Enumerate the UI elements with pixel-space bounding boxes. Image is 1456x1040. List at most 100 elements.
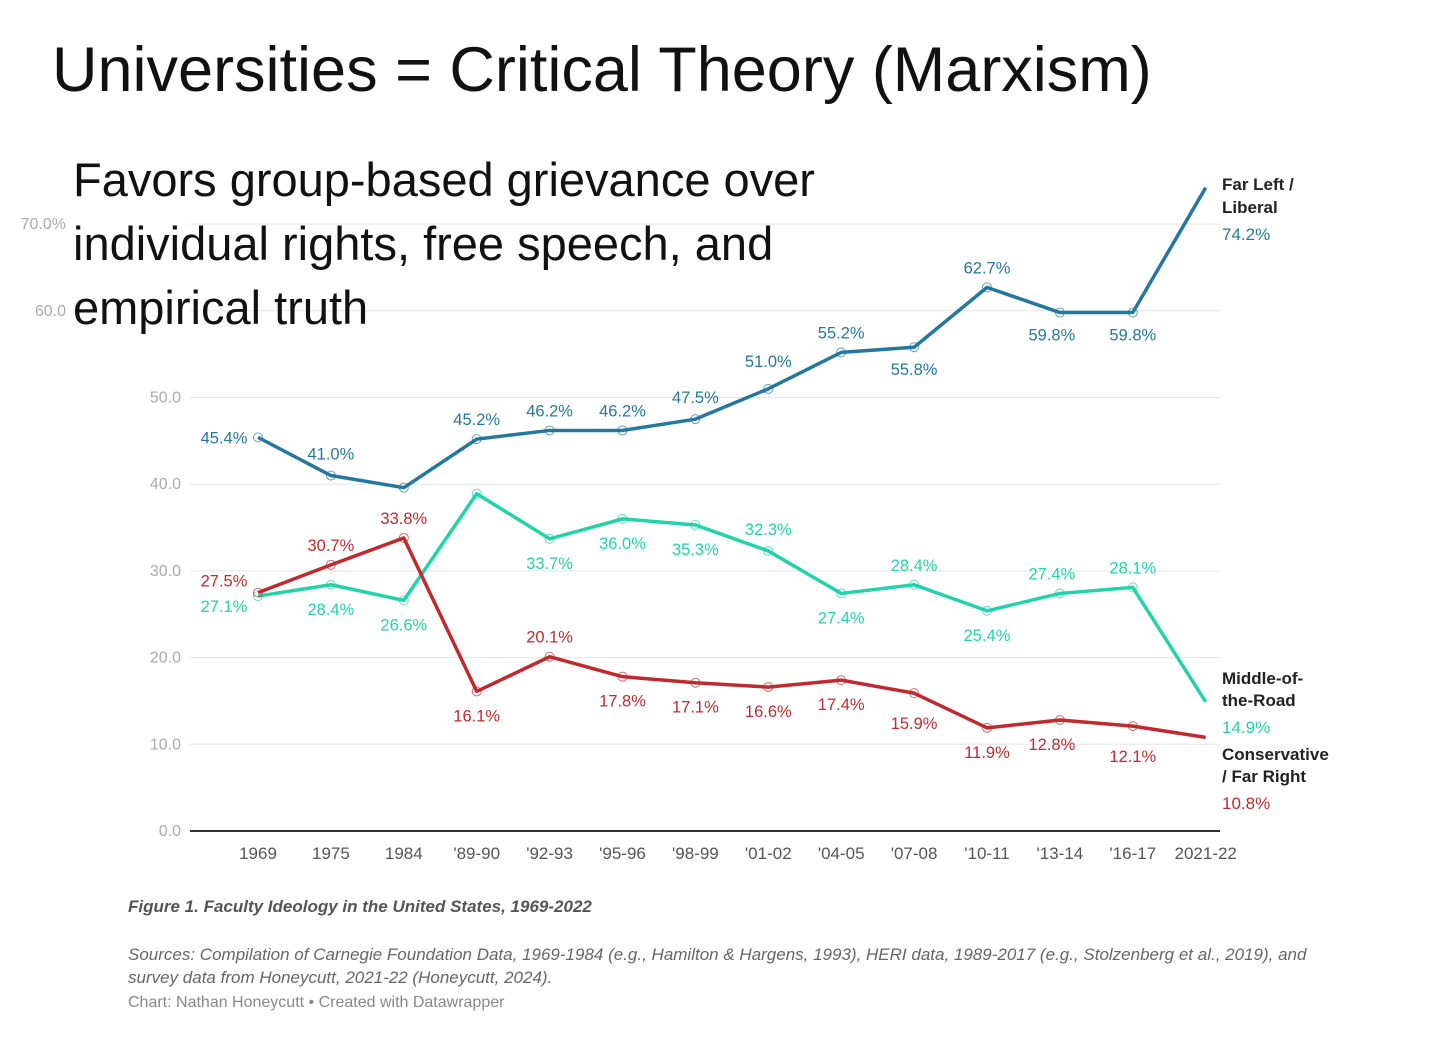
x-tick-label: '92-93 — [526, 844, 573, 863]
data-point — [471, 434, 482, 445]
data-label: 62.7% — [964, 259, 1011, 277]
x-tick-label: '16-17 — [1109, 844, 1156, 863]
x-tick-label: 1969 — [239, 844, 277, 863]
series-name-label: the-Road — [1222, 691, 1296, 710]
data-point — [398, 595, 409, 606]
data-point — [836, 347, 847, 358]
data-point — [253, 587, 263, 598]
data-label: 27.1% — [201, 598, 248, 616]
chart-credit: Chart: Nathan Honeycutt • Created with D… — [128, 994, 505, 1011]
data-label: 28.4% — [891, 557, 938, 575]
data-point — [253, 432, 263, 443]
y-tick-label: 10.0 — [150, 736, 181, 753]
data-point — [471, 686, 482, 697]
data-point — [836, 588, 847, 599]
data-point — [909, 342, 920, 353]
data-label: 41.0% — [308, 446, 355, 464]
series-end-value: 10.8% — [1222, 794, 1270, 813]
data-point — [763, 383, 774, 394]
x-tick-label: '07-08 — [891, 844, 938, 863]
data-point — [690, 414, 701, 425]
data-label: 51.0% — [745, 353, 792, 371]
data-point — [471, 488, 482, 499]
series-line-1 — [257, 491, 1208, 703]
data-label: 28.4% — [308, 601, 355, 619]
data-point — [982, 605, 992, 616]
data-point — [617, 513, 628, 524]
data-label: 12.8% — [1029, 736, 1076, 754]
data-point — [544, 425, 555, 436]
data-label: 33.7% — [526, 555, 573, 573]
data-label: 17.4% — [818, 696, 865, 714]
data-point — [617, 671, 628, 682]
series-end-value: 74.2% — [1222, 225, 1270, 244]
data-point — [909, 688, 920, 699]
data-label: 35.3% — [672, 541, 719, 559]
data-label: 45.2% — [453, 411, 500, 429]
series-line-0 — [257, 186, 1208, 490]
data-point — [544, 651, 555, 662]
series-line-2 — [257, 536, 1206, 740]
data-point — [1054, 307, 1065, 318]
data-label: 32.3% — [745, 521, 792, 539]
data-label: 59.8% — [1029, 327, 1076, 345]
data-point — [763, 682, 774, 693]
data-point — [836, 675, 847, 686]
x-tick-label: '89-90 — [453, 844, 500, 863]
x-tick-label: 1984 — [385, 844, 423, 863]
y-tick-label: 30.0 — [150, 563, 181, 580]
data-point — [398, 482, 409, 493]
data-label: 55.8% — [891, 361, 938, 379]
x-tick-label: 2021-22 — [1175, 844, 1237, 863]
slide-title: Universities = Critical Theory (Marxism) — [52, 35, 1152, 105]
y-tick-label: 70.0% — [21, 216, 66, 233]
series-name-label: / Far Right — [1222, 767, 1306, 786]
y-tick-label: 20.0 — [150, 650, 181, 667]
figure-caption: Figure 1. Faculty Ideology in the United… — [128, 897, 592, 916]
data-label: 16.6% — [745, 703, 792, 721]
series-name-label: Middle-of- — [1222, 669, 1303, 688]
data-label: 25.4% — [964, 627, 1011, 645]
series-name-label: Liberal — [1222, 198, 1278, 217]
data-label: 47.5% — [672, 389, 719, 407]
data-point — [690, 677, 701, 688]
data-label: 36.0% — [599, 535, 646, 553]
data-label: 17.1% — [672, 699, 719, 717]
x-tick-label: '98-99 — [672, 844, 719, 863]
data-point — [982, 282, 992, 293]
data-label: 12.1% — [1109, 748, 1156, 766]
sources-note: Sources: Compilation of Carnegie Foundat… — [128, 945, 1307, 987]
data-point — [617, 425, 628, 436]
y-tick-label: 60.0 — [35, 303, 66, 320]
data-label: 27.4% — [818, 609, 865, 627]
data-point — [690, 519, 701, 530]
data-label: 27.4% — [1029, 565, 1076, 583]
data-label: 28.1% — [1109, 559, 1156, 577]
data-label: 30.7% — [308, 537, 355, 555]
data-label: 33.8% — [380, 510, 427, 528]
data-label: 46.2% — [599, 402, 646, 420]
data-label: 11.9% — [964, 744, 1010, 762]
data-point — [1127, 721, 1138, 732]
series-end-value: 14.9% — [1222, 718, 1270, 737]
data-point — [1127, 307, 1138, 318]
slide-subtitle: Favors group-based grievance over indivi… — [73, 153, 815, 334]
data-point — [544, 533, 555, 544]
data-point — [1054, 588, 1065, 599]
data-label: 59.8% — [1109, 327, 1156, 345]
series-name-label: Conservative — [1222, 745, 1329, 764]
data-point — [398, 532, 409, 543]
data-point — [1127, 582, 1138, 593]
series-name-label: Far Left / — [1222, 175, 1294, 194]
x-tick-label: '95-96 — [599, 844, 646, 863]
data-point — [909, 579, 920, 590]
x-tick-label: '01-02 — [745, 844, 792, 863]
y-tick-label: 50.0 — [150, 390, 181, 407]
data-point — [1054, 715, 1065, 726]
data-label: 15.9% — [891, 715, 938, 733]
data-label: 17.8% — [599, 693, 646, 711]
data-point — [325, 470, 336, 481]
data-label: 26.6% — [380, 616, 427, 634]
